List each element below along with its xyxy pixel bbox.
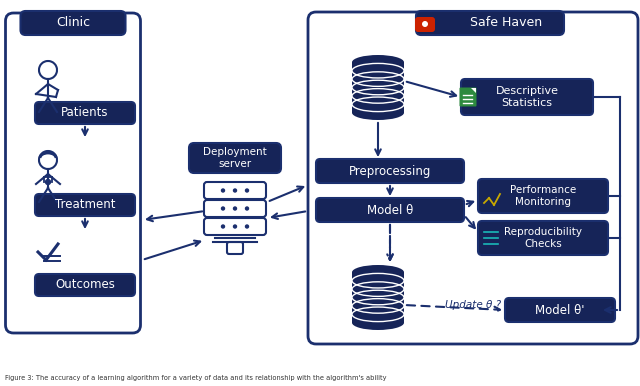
Circle shape [245, 206, 249, 211]
Circle shape [233, 224, 237, 229]
Text: Outcomes: Outcomes [55, 279, 115, 291]
Text: Clinic: Clinic [56, 17, 90, 29]
FancyBboxPatch shape [416, 11, 564, 35]
Text: Reproducibility
Checks: Reproducibility Checks [504, 227, 582, 249]
FancyBboxPatch shape [35, 102, 135, 124]
FancyBboxPatch shape [308, 12, 638, 344]
FancyBboxPatch shape [189, 143, 281, 173]
FancyBboxPatch shape [460, 88, 477, 107]
FancyBboxPatch shape [204, 218, 266, 235]
Circle shape [245, 224, 249, 229]
Bar [352, 62, 404, 113]
Circle shape [221, 206, 225, 211]
Circle shape [245, 188, 249, 193]
Ellipse shape [352, 55, 404, 69]
Text: Descriptive
Statistics: Descriptive Statistics [495, 86, 559, 108]
Text: Model θ: Model θ [367, 203, 413, 217]
FancyBboxPatch shape [461, 79, 593, 115]
FancyBboxPatch shape [316, 159, 464, 183]
Text: Patients: Patients [61, 107, 109, 120]
FancyBboxPatch shape [204, 200, 266, 217]
Ellipse shape [352, 105, 404, 120]
FancyBboxPatch shape [35, 194, 135, 216]
FancyBboxPatch shape [478, 179, 608, 213]
Circle shape [45, 179, 51, 185]
FancyBboxPatch shape [478, 221, 608, 255]
Text: Performance
Monitoring: Performance Monitoring [510, 185, 576, 207]
FancyBboxPatch shape [415, 17, 435, 32]
Circle shape [233, 206, 237, 211]
Text: Treatment: Treatment [55, 198, 115, 212]
Text: Update θ ?: Update θ ? [445, 300, 501, 310]
Circle shape [221, 224, 225, 229]
Text: Figure 3: The accuracy of a learning algorithm for a variety of data and its rel: Figure 3: The accuracy of a learning alg… [5, 375, 387, 381]
Polygon shape [471, 88, 476, 93]
FancyBboxPatch shape [20, 11, 125, 35]
FancyBboxPatch shape [505, 298, 615, 322]
Text: Deployment
server: Deployment server [203, 147, 267, 169]
Text: Preprocessing: Preprocessing [349, 164, 431, 178]
Ellipse shape [352, 315, 404, 330]
Ellipse shape [352, 265, 404, 279]
FancyBboxPatch shape [204, 182, 266, 199]
Circle shape [422, 21, 428, 27]
FancyBboxPatch shape [227, 242, 243, 254]
FancyBboxPatch shape [35, 274, 135, 296]
FancyBboxPatch shape [316, 198, 464, 222]
Bar [352, 272, 404, 323]
FancyBboxPatch shape [6, 13, 141, 333]
Circle shape [221, 188, 225, 193]
Text: Safe Haven: Safe Haven [438, 17, 542, 29]
Circle shape [233, 188, 237, 193]
Text: Model θ': Model θ' [535, 303, 585, 317]
